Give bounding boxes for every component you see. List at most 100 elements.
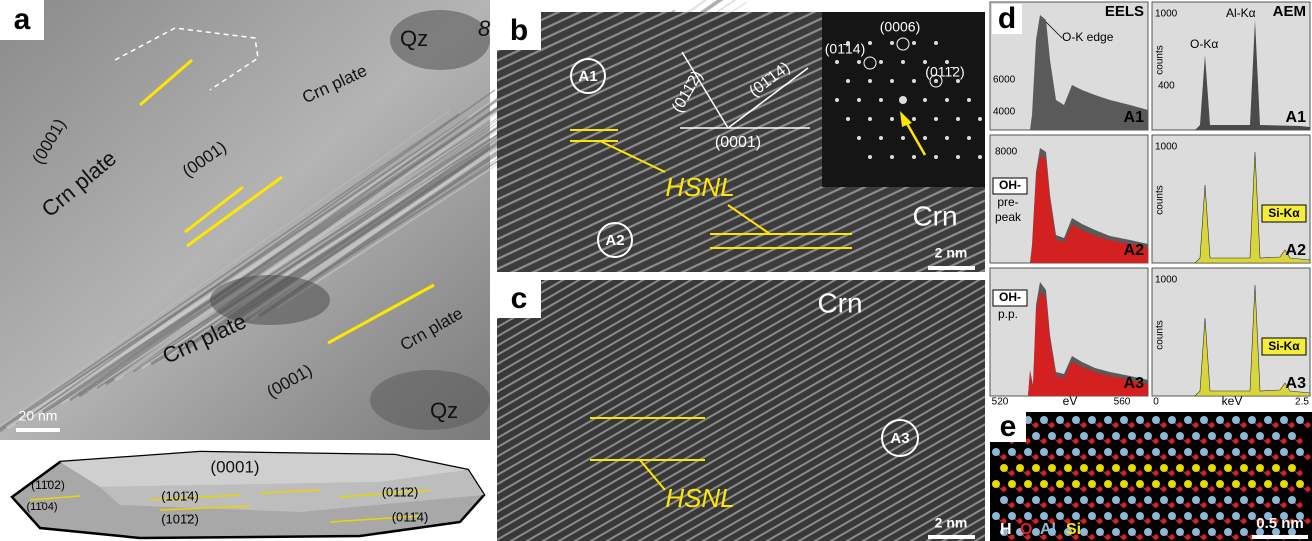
tick-label: 4000 bbox=[993, 107, 1016, 118]
atom bbox=[1042, 503, 1047, 508]
atom bbox=[1274, 423, 1279, 428]
fft-spot bbox=[934, 155, 938, 159]
phase: Qz bbox=[400, 26, 428, 51]
atom bbox=[1136, 512, 1144, 520]
atom bbox=[1074, 439, 1079, 444]
atom bbox=[1240, 432, 1248, 440]
atom bbox=[1248, 480, 1256, 488]
atom bbox=[1104, 416, 1112, 424]
atom bbox=[1112, 464, 1120, 472]
fft-spot bbox=[945, 136, 949, 140]
x-tick-label: 560 bbox=[1114, 397, 1131, 408]
atom bbox=[1242, 423, 1247, 428]
atom bbox=[1282, 471, 1287, 476]
fft-spot bbox=[890, 41, 894, 45]
atom bbox=[1050, 487, 1055, 492]
atom bbox=[1178, 519, 1183, 524]
atom bbox=[1186, 471, 1191, 476]
atom bbox=[1130, 455, 1135, 460]
atom bbox=[1184, 416, 1192, 424]
atom bbox=[1202, 535, 1207, 540]
fft-spot bbox=[868, 41, 872, 45]
atom bbox=[1280, 448, 1288, 456]
annotation: p.p. bbox=[998, 307, 1018, 321]
atom bbox=[1282, 503, 1287, 508]
atom bbox=[1146, 455, 1151, 460]
atom bbox=[1058, 503, 1063, 508]
atom bbox=[1176, 528, 1184, 536]
atom bbox=[1266, 503, 1271, 508]
fft-label: (01̄14) bbox=[825, 41, 865, 57]
atom bbox=[1034, 423, 1039, 428]
atom bbox=[1194, 519, 1199, 524]
x-tick-label: 0 bbox=[1153, 397, 1159, 408]
atom bbox=[1090, 535, 1095, 540]
spectra bbox=[990, 2, 1310, 396]
atom bbox=[1114, 455, 1119, 460]
atom bbox=[1184, 480, 1192, 488]
atom bbox=[1074, 503, 1079, 508]
atom bbox=[1120, 512, 1128, 520]
atom bbox=[1210, 519, 1215, 524]
atom bbox=[1250, 503, 1255, 508]
atom bbox=[1072, 480, 1080, 488]
atom bbox=[1146, 487, 1151, 492]
atom bbox=[1098, 487, 1103, 492]
fft-spot bbox=[868, 79, 872, 83]
atom bbox=[1138, 439, 1143, 444]
atom bbox=[1288, 464, 1296, 472]
hsnl: HSNL bbox=[665, 483, 734, 513]
atom bbox=[1282, 439, 1287, 444]
atom bbox=[1152, 416, 1160, 424]
atom bbox=[1296, 416, 1304, 424]
atom bbox=[1226, 487, 1231, 492]
atom bbox=[1256, 496, 1264, 504]
fft-spot bbox=[901, 136, 905, 140]
fft-spot bbox=[978, 155, 982, 159]
atom bbox=[1232, 480, 1240, 488]
atom bbox=[1136, 480, 1144, 488]
legend-item: O bbox=[1020, 521, 1032, 538]
spot: A2 bbox=[605, 232, 624, 249]
atom bbox=[1272, 432, 1280, 440]
atom bbox=[1032, 432, 1040, 440]
atom bbox=[1152, 480, 1160, 488]
atom bbox=[1192, 496, 1200, 504]
atom bbox=[1296, 480, 1304, 488]
atom bbox=[1208, 496, 1216, 504]
atom bbox=[1058, 439, 1063, 444]
tick-label: 6000 bbox=[993, 75, 1016, 86]
fft-spot bbox=[923, 136, 927, 140]
face-label: (11̄04) bbox=[27, 501, 58, 513]
atom bbox=[1136, 448, 1144, 456]
atom bbox=[1120, 480, 1128, 488]
atom bbox=[1234, 503, 1239, 508]
y-axis-label: counts bbox=[1155, 320, 1166, 349]
atom bbox=[1002, 455, 1007, 460]
x-axis-label: keV bbox=[1222, 394, 1243, 408]
atom bbox=[1088, 416, 1096, 424]
fft-spot bbox=[868, 117, 872, 121]
atom bbox=[1008, 480, 1016, 488]
fft-spot bbox=[956, 117, 960, 121]
atom bbox=[1032, 528, 1040, 536]
face-label: (101̄4) bbox=[161, 488, 199, 503]
atom bbox=[1154, 471, 1159, 476]
atom bbox=[1128, 528, 1136, 536]
atom bbox=[1266, 439, 1271, 444]
atom bbox=[1210, 487, 1215, 492]
fft-label: (0006) bbox=[880, 19, 920, 35]
atom bbox=[1034, 455, 1039, 460]
atom bbox=[1096, 432, 1104, 440]
atom bbox=[1098, 455, 1103, 460]
atom bbox=[1208, 432, 1216, 440]
atom bbox=[1170, 439, 1175, 444]
atom bbox=[1128, 496, 1136, 504]
fft-spot bbox=[901, 60, 905, 64]
atom bbox=[1290, 455, 1295, 460]
atom bbox=[1240, 496, 1248, 504]
atom bbox=[1048, 496, 1056, 504]
row-label: A3 bbox=[1286, 375, 1307, 392]
atom bbox=[1072, 512, 1080, 520]
atom bbox=[1130, 423, 1135, 428]
